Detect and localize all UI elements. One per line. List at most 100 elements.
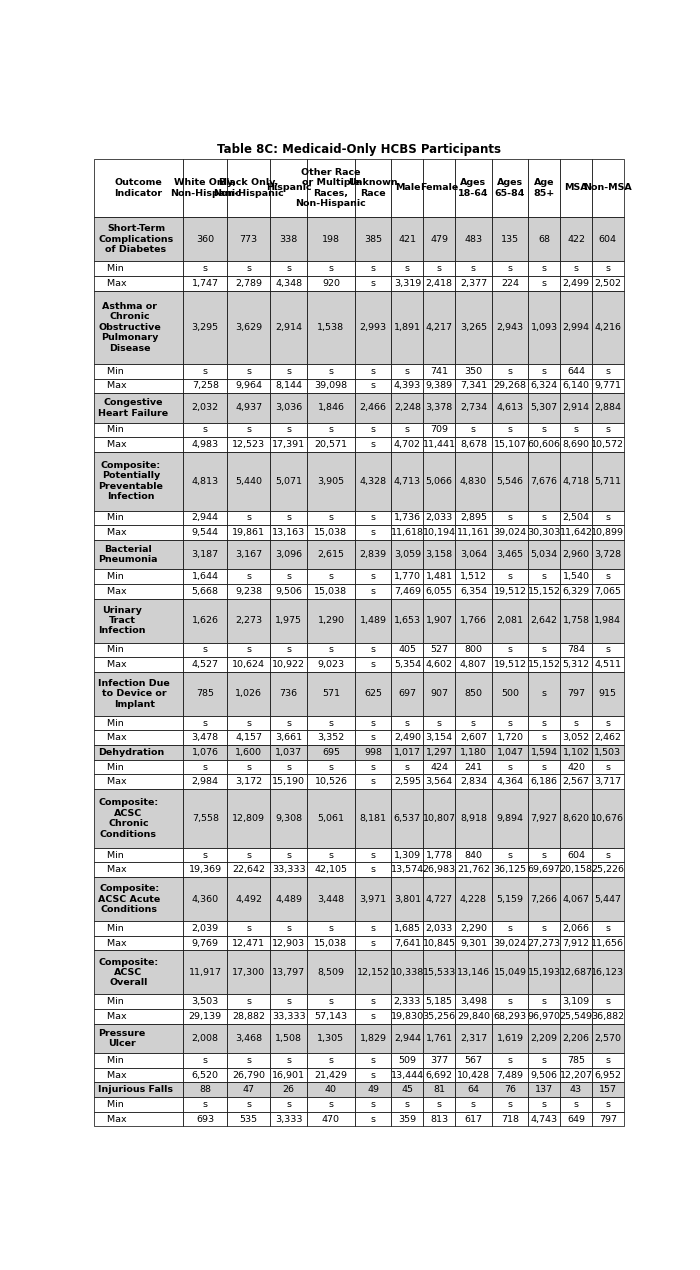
Bar	[455, 730, 491, 745]
Text: 26: 26	[283, 1086, 295, 1095]
Text: 7,258: 7,258	[192, 381, 218, 390]
Bar	[355, 789, 391, 848]
Bar	[528, 394, 560, 423]
Bar	[391, 745, 423, 759]
Text: s: s	[437, 1100, 442, 1109]
Bar	[94, 759, 183, 775]
Text: s: s	[542, 719, 547, 728]
Text: s: s	[508, 1055, 512, 1066]
Bar	[355, 716, 391, 730]
Text: Bacterial
Pneumonia: Bacterial Pneumonia	[98, 545, 158, 564]
Bar	[491, 584, 528, 598]
Bar	[491, 643, 528, 657]
Text: 29,268: 29,268	[494, 381, 526, 390]
Text: 1,720: 1,720	[496, 733, 524, 743]
Bar	[491, 217, 528, 262]
Bar	[491, 862, 528, 878]
Text: 3,629: 3,629	[235, 323, 262, 331]
Bar	[307, 936, 355, 950]
Text: 695: 695	[322, 748, 340, 757]
Bar	[307, 1068, 355, 1082]
Bar	[270, 848, 307, 862]
Text: s: s	[246, 425, 251, 434]
Text: s: s	[508, 851, 512, 860]
Text: Urinary
Tract
Infection: Urinary Tract Infection	[98, 606, 146, 635]
Bar	[355, 423, 391, 437]
Bar	[227, 672, 270, 716]
Text: Min: Min	[98, 1055, 124, 1066]
Text: Max: Max	[98, 733, 127, 743]
Text: s: s	[371, 733, 376, 743]
Bar	[355, 848, 391, 862]
Text: 3,498: 3,498	[460, 997, 487, 1006]
Text: 7,469: 7,469	[394, 587, 421, 596]
Bar	[183, 672, 227, 716]
Bar	[592, 759, 624, 775]
Text: 29,139: 29,139	[189, 1012, 222, 1021]
Bar	[227, 1010, 270, 1024]
Bar	[424, 1082, 455, 1097]
Bar	[391, 730, 423, 745]
Text: 1,778: 1,778	[426, 851, 453, 860]
Text: 6,055: 6,055	[426, 587, 453, 596]
Text: Black Only,
Non-Hispanic: Black Only, Non-Hispanic	[214, 178, 284, 198]
Text: 5,440: 5,440	[235, 476, 262, 485]
Text: 15,190: 15,190	[272, 777, 305, 786]
Text: 784: 784	[567, 645, 585, 654]
Text: 3,352: 3,352	[317, 733, 344, 743]
Text: 2,377: 2,377	[460, 278, 487, 288]
Bar	[560, 1097, 592, 1111]
Bar	[307, 716, 355, 730]
Text: 2,333: 2,333	[393, 997, 421, 1006]
Text: 12,687: 12,687	[559, 968, 592, 977]
Bar	[227, 936, 270, 950]
Text: s: s	[328, 763, 333, 772]
Text: s: s	[508, 513, 512, 522]
Bar	[391, 759, 423, 775]
Bar	[391, 1097, 423, 1111]
Text: 4,393: 4,393	[394, 381, 421, 390]
Bar	[227, 452, 270, 511]
Text: s: s	[203, 851, 208, 860]
Text: 3,661: 3,661	[275, 733, 302, 743]
Text: 1,503: 1,503	[594, 748, 622, 757]
Text: 9,769: 9,769	[192, 939, 218, 947]
Bar	[528, 569, 560, 584]
Text: s: s	[246, 997, 251, 1006]
Bar	[560, 936, 592, 950]
Bar	[455, 716, 491, 730]
Bar	[227, 862, 270, 878]
Text: 69,697: 69,697	[528, 865, 561, 874]
Text: s: s	[371, 763, 376, 772]
Text: 697: 697	[398, 690, 416, 698]
Bar	[94, 730, 183, 745]
Bar	[94, 848, 183, 862]
Text: 1,538: 1,538	[317, 323, 344, 331]
Text: 2,944: 2,944	[394, 1034, 421, 1043]
Bar	[455, 584, 491, 598]
Bar	[270, 262, 307, 276]
Bar	[227, 511, 270, 526]
Bar	[183, 584, 227, 598]
Text: 135: 135	[501, 235, 519, 244]
Text: 649: 649	[567, 1115, 585, 1124]
Text: 12,152: 12,152	[357, 968, 390, 977]
Text: 8,678: 8,678	[460, 439, 487, 450]
Text: 1,846: 1,846	[317, 404, 344, 413]
Text: 5,354: 5,354	[394, 660, 421, 669]
Bar	[491, 540, 528, 569]
Text: 6,952: 6,952	[594, 1071, 622, 1080]
Text: 4,813: 4,813	[192, 476, 219, 485]
Bar	[528, 364, 560, 378]
Bar	[592, 657, 624, 672]
Bar	[491, 672, 528, 716]
Text: Outcome
Indicator: Outcome Indicator	[115, 178, 162, 198]
Text: 3,333: 3,333	[275, 1115, 302, 1124]
Text: Min: Min	[98, 513, 124, 522]
Bar	[183, 1068, 227, 1082]
Text: s: s	[246, 719, 251, 728]
Bar	[424, 657, 455, 672]
Text: 1,770: 1,770	[394, 572, 421, 580]
Text: Min: Min	[98, 763, 124, 772]
Text: Unknown
Race: Unknown Race	[349, 178, 398, 198]
